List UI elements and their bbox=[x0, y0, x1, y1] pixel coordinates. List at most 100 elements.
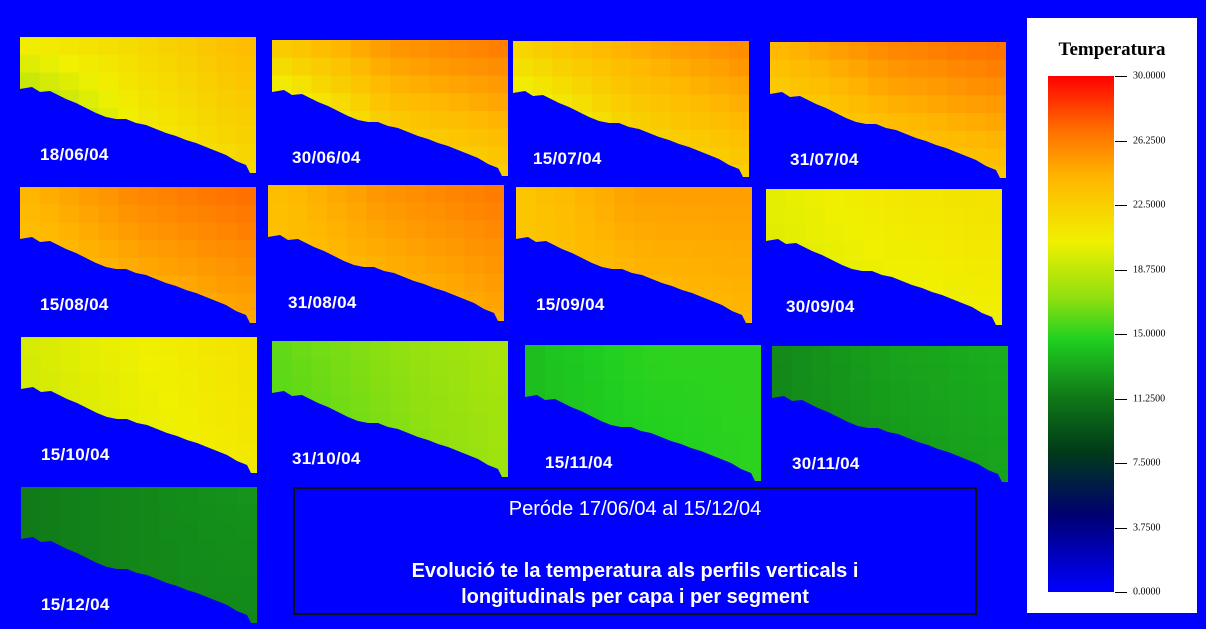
temperature-cell bbox=[693, 275, 714, 295]
temperature-cell bbox=[291, 57, 312, 77]
temperature-cell bbox=[291, 75, 312, 94]
temperature-cell bbox=[484, 238, 504, 257]
temperature-cell bbox=[643, 416, 664, 435]
temperature-cell bbox=[99, 390, 120, 409]
profile-panel: 30/11/04 bbox=[772, 346, 1008, 488]
temperature-cell bbox=[825, 224, 846, 243]
temperature-cell bbox=[157, 37, 178, 56]
temperature-cell bbox=[741, 416, 761, 435]
temperature-cell bbox=[923, 206, 944, 226]
temperature-cell bbox=[405, 220, 426, 239]
temperature-cell bbox=[327, 185, 348, 204]
temperature-cell bbox=[732, 204, 752, 224]
temperature-cell bbox=[39, 54, 60, 74]
temperature-cell bbox=[488, 376, 508, 395]
temperature-cell bbox=[291, 376, 312, 395]
temperature-cell bbox=[198, 504, 219, 524]
temperature-cell bbox=[370, 376, 391, 395]
temperature-cell bbox=[331, 75, 352, 94]
temperature-cell bbox=[741, 398, 761, 417]
temperature-cell bbox=[198, 354, 219, 374]
temperature-cell bbox=[968, 363, 989, 383]
temperature-cell bbox=[350, 394, 371, 413]
temperature-cell bbox=[40, 354, 61, 374]
profile-panel: 31/07/04 bbox=[770, 42, 1006, 184]
temperature-cell bbox=[513, 76, 534, 95]
temperature-cell bbox=[603, 380, 624, 399]
temperature-cell bbox=[216, 90, 237, 109]
temperature-cell bbox=[197, 275, 218, 295]
temperature-cell bbox=[947, 77, 968, 96]
temperature-cell bbox=[405, 238, 426, 257]
temperature-cell bbox=[488, 394, 508, 413]
temperature-cell bbox=[390, 57, 411, 77]
temperature-cell bbox=[468, 93, 489, 112]
temperature-cell bbox=[138, 90, 159, 109]
temperature-cell bbox=[198, 337, 219, 356]
temperature-cell bbox=[631, 76, 652, 95]
temperature-cell bbox=[59, 187, 80, 206]
profile-panel: 15/07/04 bbox=[513, 41, 749, 183]
temperature-cell bbox=[611, 76, 632, 95]
temperature-cell bbox=[484, 273, 504, 293]
temperature-cell bbox=[346, 238, 367, 257]
temperature-cell bbox=[729, 147, 749, 166]
temperature-cell bbox=[988, 346, 1008, 365]
temperature-cell bbox=[80, 487, 101, 506]
temperature-cell bbox=[732, 275, 752, 295]
temperature-cell bbox=[429, 111, 450, 130]
temperature-cell bbox=[366, 238, 387, 257]
temperature-cell bbox=[177, 258, 198, 277]
temperature-cell bbox=[119, 390, 140, 409]
temperature-cell bbox=[405, 202, 426, 222]
temperature-cell bbox=[949, 381, 970, 400]
temperature-cell bbox=[572, 58, 593, 78]
temperature-cell bbox=[197, 204, 218, 224]
colorbar-tick-mark bbox=[1115, 527, 1127, 529]
reservoir-bed-mask bbox=[770, 92, 1006, 184]
temperature-cell bbox=[535, 204, 556, 224]
temperature-cell bbox=[177, 187, 198, 206]
temperature-cell bbox=[555, 187, 576, 206]
temperature-cell bbox=[584, 362, 605, 382]
temperature-cell bbox=[118, 54, 139, 74]
temperature-cell bbox=[772, 381, 793, 400]
temperature-cell bbox=[986, 42, 1006, 61]
temperature-cell bbox=[287, 185, 308, 204]
temperature-cell bbox=[575, 222, 596, 241]
temperature-cell bbox=[488, 75, 508, 94]
temperature-cell bbox=[178, 372, 199, 391]
temperature-cell bbox=[350, 341, 371, 360]
temperature-cell bbox=[177, 108, 198, 127]
temperature-cell bbox=[732, 258, 752, 277]
temperature-cell bbox=[594, 204, 615, 224]
temperature-cell bbox=[927, 77, 948, 96]
temperature-cell bbox=[929, 363, 950, 383]
temperature-cell bbox=[272, 40, 293, 59]
colorbar-tick-mark bbox=[1115, 398, 1127, 400]
temperature-cell bbox=[653, 187, 674, 206]
temperature-cell bbox=[158, 558, 179, 577]
temperature-cell bbox=[909, 399, 930, 418]
temperature-cell bbox=[20, 37, 41, 56]
temperature-cell bbox=[870, 381, 891, 400]
temperature-cell bbox=[966, 42, 987, 61]
temperature-cell bbox=[449, 111, 470, 130]
reservoir-bed-mask bbox=[21, 537, 257, 629]
temperature-cell bbox=[40, 372, 61, 391]
temperature-cell bbox=[307, 202, 328, 222]
temperature-cell bbox=[884, 206, 905, 226]
temperature-cell bbox=[287, 220, 308, 239]
temperature-cell bbox=[712, 187, 733, 206]
temperature-cell bbox=[468, 57, 489, 77]
temperature-cell bbox=[157, 204, 178, 224]
temperature-cell bbox=[21, 337, 42, 356]
temperature-cell bbox=[39, 187, 60, 206]
temperature-cell bbox=[405, 256, 426, 275]
reservoir-bed-mask bbox=[272, 90, 508, 182]
temperature-cell bbox=[118, 222, 139, 241]
temperature-cell bbox=[236, 258, 256, 277]
temperature-cell bbox=[850, 363, 871, 383]
temperature-cell bbox=[197, 54, 218, 74]
temperature-cell bbox=[197, 125, 218, 145]
